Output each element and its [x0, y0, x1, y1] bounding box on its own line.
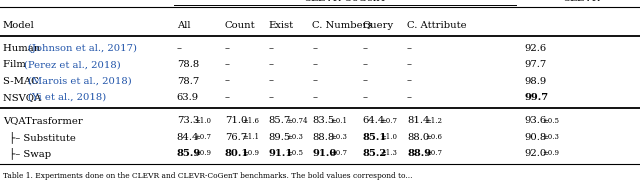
Text: (Johnson et al., 2017): (Johnson et al., 2017)	[28, 44, 137, 53]
Text: 84.4: 84.4	[177, 133, 199, 141]
Text: ±1.3: ±1.3	[380, 149, 397, 157]
Text: 85.9: 85.9	[177, 149, 201, 158]
Text: 85.7: 85.7	[269, 116, 291, 125]
Text: –: –	[407, 93, 412, 102]
Text: ±0.5: ±0.5	[287, 149, 304, 157]
Text: 88.8: 88.8	[312, 133, 335, 141]
Text: (Perez et al., 2018): (Perez et al., 2018)	[24, 60, 120, 69]
Text: ±0.5: ±0.5	[543, 117, 560, 125]
Text: 92.6: 92.6	[525, 44, 547, 53]
Text: –: –	[312, 60, 317, 69]
Text: Query: Query	[362, 21, 394, 30]
Text: 73.3: 73.3	[177, 116, 199, 125]
Text: ±1.1: ±1.1	[243, 133, 260, 141]
Text: –: –	[269, 93, 274, 102]
Text: (Yi et al., 2018): (Yi et al., 2018)	[28, 93, 106, 102]
Text: –: –	[225, 93, 230, 102]
Text: 64.4: 64.4	[362, 116, 385, 125]
Text: (Marois et al., 2018): (Marois et al., 2018)	[28, 77, 132, 85]
Text: ±0.3: ±0.3	[287, 133, 303, 141]
Text: ±0.1: ±0.1	[330, 117, 348, 125]
Text: ±0.7: ±0.7	[380, 117, 397, 125]
Text: 89.5: 89.5	[269, 133, 291, 141]
Text: –: –	[225, 60, 230, 69]
Text: ±1.0: ±1.0	[195, 117, 212, 125]
Text: 88.0: 88.0	[407, 133, 429, 141]
Text: –: –	[225, 77, 230, 85]
Text: –: –	[312, 44, 317, 53]
Text: –: –	[362, 93, 367, 102]
Text: 78.8: 78.8	[177, 60, 199, 69]
Text: 63.9: 63.9	[177, 93, 199, 102]
Text: –: –	[269, 44, 274, 53]
Text: ±0.7: ±0.7	[425, 149, 442, 157]
Text: 99.7: 99.7	[525, 93, 549, 102]
Text: Model: Model	[3, 21, 35, 30]
Text: 97.7: 97.7	[525, 60, 547, 69]
Text: –: –	[225, 44, 230, 53]
Text: –: –	[177, 44, 182, 53]
Text: –: –	[312, 93, 317, 102]
Text: 91.0: 91.0	[312, 149, 337, 158]
Text: –: –	[407, 77, 412, 85]
Text: 88.9: 88.9	[407, 149, 431, 158]
Text: 76.7: 76.7	[225, 133, 247, 141]
Text: –: –	[269, 60, 274, 69]
Text: 92.0: 92.0	[525, 149, 547, 158]
Text: ├– Swap: ├– Swap	[3, 147, 51, 159]
Text: 83.5: 83.5	[312, 116, 335, 125]
Text: –: –	[407, 60, 412, 69]
Text: Human: Human	[3, 44, 44, 53]
Text: All: All	[177, 21, 190, 30]
Text: Count: Count	[225, 21, 255, 30]
Text: Film: Film	[3, 60, 29, 69]
Text: 98.9: 98.9	[525, 77, 547, 85]
Text: 93.6: 93.6	[525, 116, 547, 125]
Text: Exist: Exist	[269, 21, 294, 30]
Text: VQATrasformer: VQATrasformer	[3, 116, 83, 125]
Text: ±0.6: ±0.6	[425, 133, 442, 141]
Text: Table 1. Experiments done on the CLEVR and CLEVR-CoGenT benchmarks. The bold val: Table 1. Experiments done on the CLEVR a…	[3, 172, 413, 180]
Text: –: –	[362, 60, 367, 69]
Text: ├– Substitute: ├– Substitute	[3, 131, 76, 143]
Text: 91.1: 91.1	[269, 149, 293, 158]
Text: ±0.9: ±0.9	[195, 149, 212, 157]
Text: S-MAC: S-MAC	[3, 77, 42, 85]
Text: ±0.3: ±0.3	[330, 133, 347, 141]
Text: ±0.74: ±0.74	[287, 117, 308, 125]
Text: CLEVR-CoGenT: CLEVR-CoGenT	[303, 0, 387, 3]
Text: 85.1: 85.1	[362, 133, 387, 141]
Text: ±0.7: ±0.7	[195, 133, 212, 141]
Text: –: –	[407, 44, 412, 53]
Text: 71.0: 71.0	[225, 116, 247, 125]
Text: 90.8: 90.8	[525, 133, 547, 141]
Text: –: –	[312, 77, 317, 85]
Text: –: –	[269, 77, 274, 85]
Text: C. Numbers: C. Numbers	[312, 21, 373, 30]
Text: –: –	[362, 44, 367, 53]
Text: –: –	[362, 77, 367, 85]
Text: ±0.7: ±0.7	[330, 149, 348, 157]
Text: 78.7: 78.7	[177, 77, 199, 85]
Text: 80.1: 80.1	[225, 149, 249, 158]
Text: ±1.0: ±1.0	[380, 133, 397, 141]
Text: 81.4: 81.4	[407, 116, 429, 125]
Text: 85.2: 85.2	[362, 149, 387, 158]
Text: NSVQA: NSVQA	[3, 93, 45, 102]
Text: ±0.3: ±0.3	[543, 133, 559, 141]
Text: CLEVR: CLEVR	[563, 0, 600, 3]
Text: ±0.9: ±0.9	[243, 149, 260, 157]
Text: ±1.6: ±1.6	[243, 117, 260, 125]
Text: C. Attribute: C. Attribute	[407, 21, 467, 30]
Text: ±1.2: ±1.2	[425, 117, 442, 125]
Text: ±0.9: ±0.9	[543, 149, 560, 157]
